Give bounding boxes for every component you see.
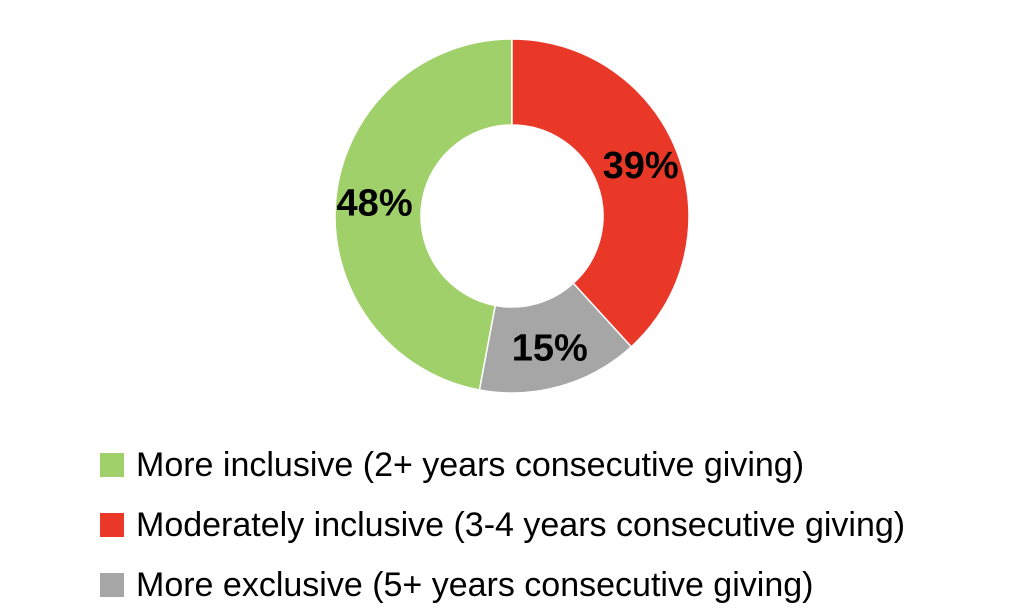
donut-labels: 48% 39% 15%: [337, 145, 679, 370]
data-label-more-inclusive: 48%: [337, 182, 413, 224]
chart-legend: More inclusive (2+ years consecutive giv…: [100, 435, 1000, 615]
data-label-moderately-inclusive: 39%: [603, 145, 679, 187]
legend-label-more-exclusive: More exclusive (5+ years consecutive giv…: [136, 565, 814, 604]
legend-swatch-more-inclusive: [100, 453, 124, 477]
legend-item-more-exclusive: More exclusive (5+ years consecutive giv…: [100, 555, 1000, 615]
donut-slice-moderately-inclusive: [511, 38, 690, 348]
donut-chart: 48% 39% 15%: [334, 38, 690, 394]
donut-slice-more-exclusive: [478, 282, 633, 394]
data-label-more-exclusive: 15%: [512, 328, 588, 370]
legend-label-more-inclusive: More inclusive (2+ years consecutive giv…: [136, 445, 805, 484]
donut-slices: [334, 38, 690, 394]
legend-swatch-moderately-inclusive: [100, 513, 124, 537]
legend-item-moderately-inclusive: Moderately inclusive (3-4 years consecut…: [100, 495, 1000, 555]
legend-label-moderately-inclusive: Moderately inclusive (3-4 years consecut…: [136, 505, 906, 544]
legend-item-more-inclusive: More inclusive (2+ years consecutive giv…: [100, 435, 1000, 495]
donut-slice-more-inclusive: [334, 38, 513, 391]
legend-swatch-more-exclusive: [100, 573, 124, 597]
